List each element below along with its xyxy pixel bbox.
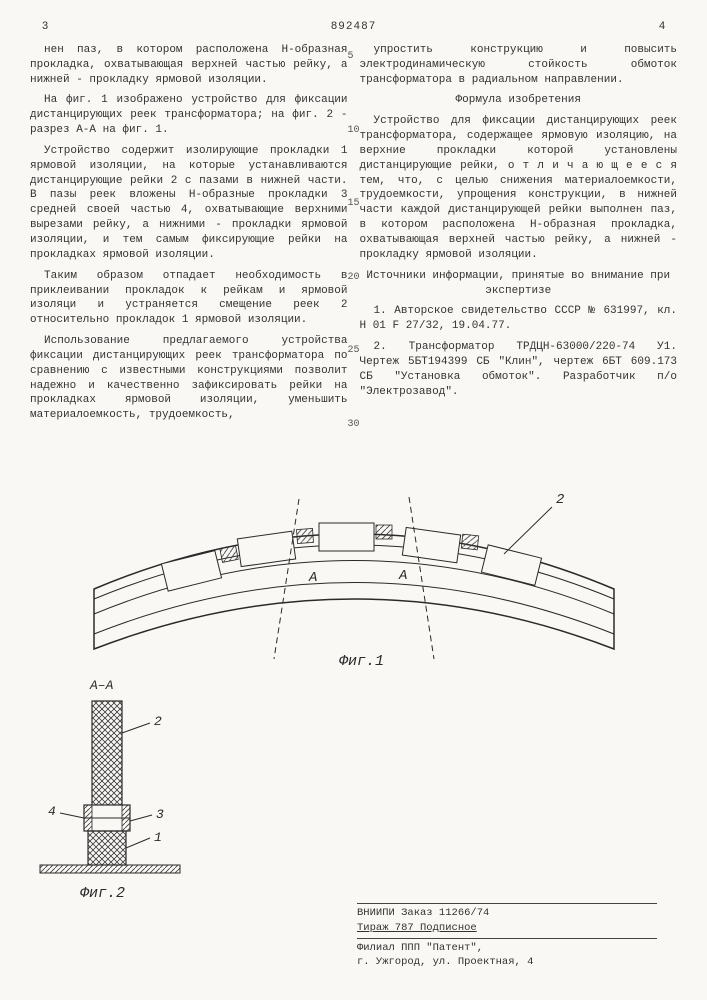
footer-line: ВНИИПИ Заказ 11266/74 <box>357 906 657 921</box>
callout-3: 3 <box>156 807 164 822</box>
body-text: упростить конструкцию и повысить электро… <box>360 43 678 88</box>
figure-2-label: Фиг.2 <box>80 885 125 902</box>
line-number-gutter: 5 10 15 20 25 30 <box>347 50 359 431</box>
body-text: 2. Трансформатор ТРДЦН-63000/220-74 У1. … <box>360 340 678 399</box>
figure-1-label: Фиг.1 <box>339 653 384 669</box>
body-text: Устройство для фиксации дистанцирующих р… <box>360 114 678 262</box>
section-label: А–А <box>89 678 114 693</box>
footer-line: г. Ужгород, ул. Проектная, 4 <box>357 955 657 970</box>
line-num: 20 <box>347 271 359 285</box>
callout-2: 2 <box>154 714 162 729</box>
callout-4: 4 <box>48 804 56 819</box>
right-column: упростить конструкцию и повысить электро… <box>360 43 678 429</box>
page-number-left: 3 <box>30 20 60 35</box>
body-text: нен паз, в котором расположена H-образна… <box>30 43 348 88</box>
footer-line: Тираж 787 Подписное <box>357 921 657 936</box>
callout-A: A <box>398 568 407 584</box>
line-num: 30 <box>347 418 359 432</box>
page-number-right: 4 <box>647 20 677 35</box>
formula-title: Формула изобретения <box>360 93 678 108</box>
callout-2: 2 <box>556 492 564 508</box>
body-text: 1. Авторское свидетельство СССР № 631997… <box>360 304 678 334</box>
body-text: Таким образом отпадает необходимость в п… <box>30 269 348 328</box>
body-text: Использование предлагаемого устройства ф… <box>30 334 348 423</box>
footer-line: Филиал ППП "Патент", <box>357 941 657 956</box>
patent-number: 892487 <box>60 20 647 35</box>
left-column: нен паз, в котором расположена H-образна… <box>30 43 348 429</box>
sources-title: Источники информации, принятые во вниман… <box>360 269 678 299</box>
callout-1: 1 <box>154 830 162 845</box>
line-num: 10 <box>347 124 359 138</box>
line-num: 15 <box>347 197 359 211</box>
body-text: На фиг. 1 изображено устройство для фикс… <box>30 93 348 138</box>
callout-A: A <box>308 570 317 586</box>
figure-2: А–А 2 1 3 4 <box>30 673 190 903</box>
line-num: 5 <box>347 50 359 64</box>
line-num: 25 <box>347 344 359 358</box>
imprint-footer: ВНИИПИ Заказ 11266/74 Тираж 787 Подписно… <box>357 901 657 970</box>
figure-1: A A 2 Фиг.1 <box>30 439 677 669</box>
body-text: Устройство содержит изолирующие прокладк… <box>30 144 348 263</box>
